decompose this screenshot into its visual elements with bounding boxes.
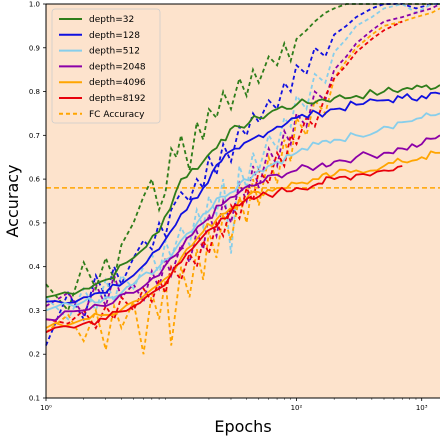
legend: depth=32 depth=128 depth=512 depth=2048 dept… — [51, 8, 161, 124]
legend-label: depth=4096 — [89, 78, 146, 88]
train-line-depth-8192 — [45, 165, 403, 334]
legend-label: depth=512 — [89, 47, 140, 57]
x-tick-label: 10⁰ — [40, 404, 52, 412]
x-tick-label: 10³ — [416, 404, 428, 412]
y-tick-label: 0.2 — [29, 351, 40, 359]
validation-line-2 — [45, 3, 440, 321]
train-line-depth-4096 — [45, 150, 440, 329]
y-axis-label: Accuracy — [3, 164, 22, 237]
train-line-depth-512 — [45, 112, 440, 312]
y-tick-label: 0.6 — [29, 176, 41, 184]
y-tick-label: 0.5 — [29, 219, 40, 227]
training-lines-layer — [45, 84, 440, 334]
validation-line-3 — [45, 3, 440, 317]
legend-label: depth=32 — [89, 15, 134, 25]
validation-line-4 — [45, 7, 440, 355]
y-tick-label: 0.3 — [29, 307, 40, 315]
legend-label: depth=2048 — [89, 62, 146, 72]
x-axis-label: Epochs — [214, 417, 271, 436]
legend-box — [51, 8, 161, 124]
axes-layer: 0.1 0.2 0.3 0.4 0.5 0.6 0.7 0.8 0.9 1.0 10⁰ 10² 10³ — [29, 1, 440, 412]
validation-line-5 — [45, 20, 403, 330]
y-tick-label: 0.1 — [29, 395, 40, 403]
train-line-depth-32 — [45, 84, 440, 299]
validation-line-1 — [45, 3, 440, 346]
legend-label: depth=8192 — [89, 94, 146, 104]
x-tick-label: 10² — [291, 404, 303, 412]
y-tick-label: 0.4 — [29, 263, 41, 271]
train-line-depth-2048 — [45, 134, 440, 322]
y-tick-label: 0.8 — [29, 88, 40, 96]
y-tick-label: 0.7 — [29, 132, 40, 140]
legend-label: FC Accuracy — [89, 110, 145, 120]
y-tick-label: 1.0 — [29, 1, 40, 9]
legend-label: depth=128 — [89, 31, 140, 41]
y-tick-label: 0.9 — [29, 44, 40, 52]
train-line-depth-128 — [45, 91, 440, 304]
